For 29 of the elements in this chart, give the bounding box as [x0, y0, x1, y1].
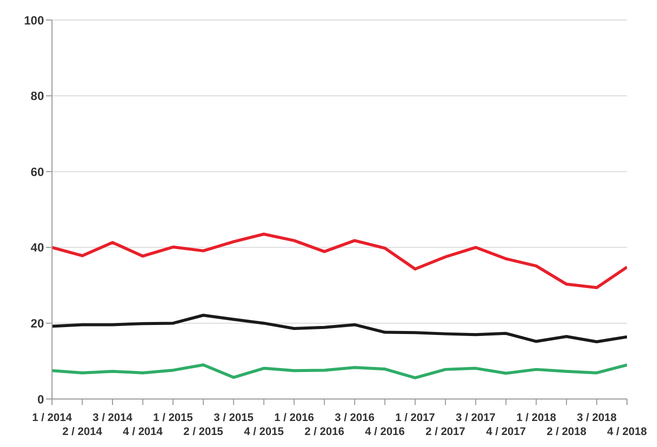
x-tick-label: 2 / 2015: [183, 426, 224, 438]
x-tick-label: 3 / 2014: [92, 412, 134, 424]
x-tick-label: 1 / 2015: [153, 412, 193, 424]
x-tick-label: 4 / 2014: [122, 426, 164, 438]
x-tick-label: 3 / 2016: [334, 412, 375, 424]
y-tick-label: 60: [30, 164, 44, 179]
x-tick-label: 2 / 2017: [426, 426, 466, 438]
x-tick-label: 2 / 2014: [62, 426, 104, 438]
x-tick-label: 4 / 2017: [486, 426, 526, 438]
y-tick-label: 20: [30, 316, 44, 330]
x-tick-label: 1 / 2014: [32, 412, 73, 424]
line-series: [52, 363, 627, 380]
y-tick-label: 80: [30, 89, 44, 104]
x-tick-label: 4 / 2015: [244, 426, 284, 438]
x-tick-label: 3 / 2017: [456, 412, 496, 424]
x-tick-label: 3 / 2015: [214, 412, 254, 424]
line-series: [52, 314, 627, 344]
x-tick-label: 1 / 2017: [395, 412, 436, 424]
x-tick-label: 1 / 2016: [274, 412, 314, 424]
y-tick-label: 100: [24, 13, 44, 28]
x-tick-label: 4 / 2018: [607, 426, 647, 438]
y-tick-label: 40: [30, 240, 44, 255]
x-tick-label: 3 / 2018: [576, 412, 617, 424]
line-series: [52, 232, 627, 290]
x-tick-label: 4 / 2016: [365, 426, 405, 438]
x-tick-label: 2 / 2016: [304, 426, 344, 438]
y-tick-label: 0: [37, 392, 44, 406]
x-tick-label: 1 / 2018: [516, 412, 556, 424]
x-tick-label: 2 / 2018: [546, 426, 586, 438]
